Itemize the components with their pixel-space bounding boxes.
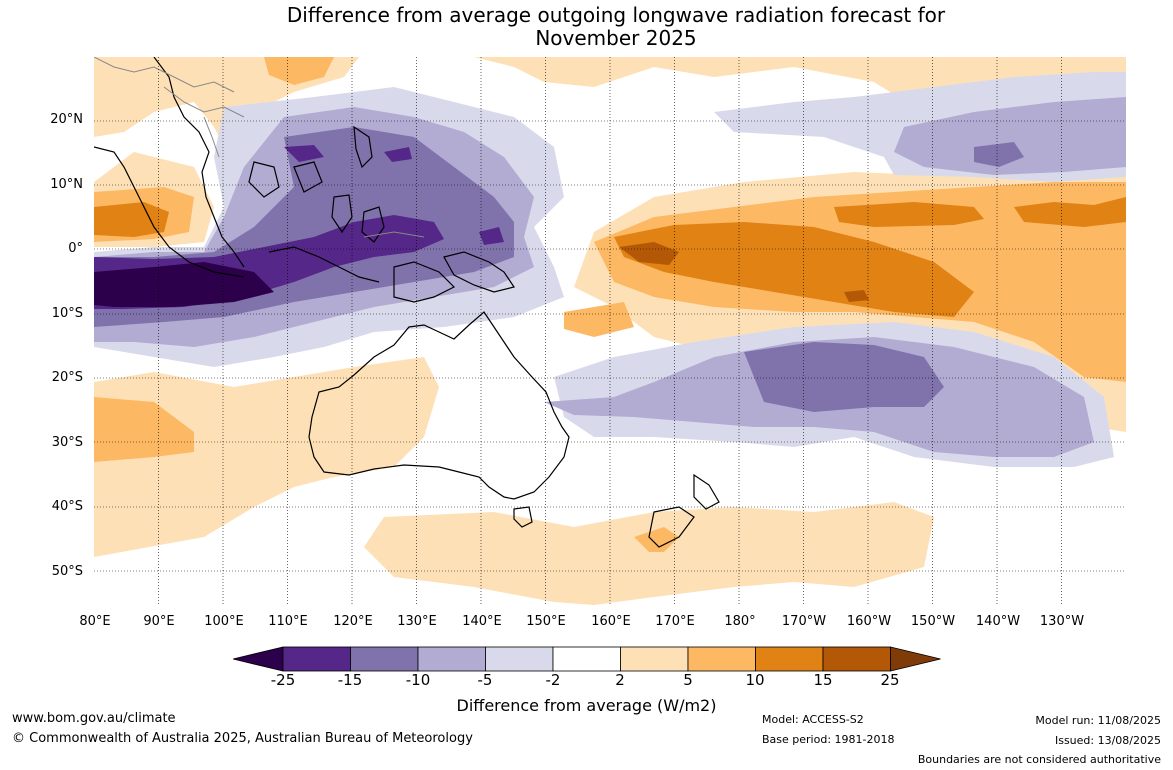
lon-label-160e: 160°E [591, 614, 631, 629]
anomaly-10-15-regions [94, 197, 1126, 317]
colorbar-segment [485, 646, 554, 672]
colorbar-tick: -25 [270, 671, 296, 689]
lon-label-160w: 160°W [846, 614, 892, 629]
lon-label-180: 180° [724, 614, 756, 629]
map-canvas [94, 57, 1126, 605]
colorbar-graphic [232, 646, 941, 672]
colorbar-tick: 25 [880, 671, 900, 689]
lon-label-110e: 110°E [268, 614, 308, 629]
boundary-disclaimer: Boundaries are not considered authoritat… [917, 753, 1161, 766]
copyright-text: © Commonwealth of Australia 2025, Austra… [12, 731, 473, 746]
country-borders [94, 57, 425, 238]
colorbar-tick: -15 [337, 671, 363, 689]
lat-label-50s: 50°S [51, 564, 83, 579]
colorbar-extend-high [890, 646, 941, 672]
colorbar-segment [552, 646, 621, 672]
colorbar [232, 645, 943, 677]
title-line-2: November 2025 [535, 26, 697, 50]
colorbar-segment [620, 646, 689, 672]
colorbar-extend-low [232, 646, 284, 672]
colorbar-segment [687, 646, 756, 672]
colorbar-segment [350, 646, 419, 672]
colorbar-label: Difference from average (W/m2) [456, 696, 717, 715]
lon-label-130e: 130°E [397, 614, 437, 629]
lat-label-30s: 30°S [51, 435, 83, 450]
model-run: Model run: 11/08/2025 [1035, 714, 1161, 727]
title-line-1: Difference from average outgoing longwav… [286, 3, 946, 27]
colorbar-segment [417, 646, 486, 672]
website-link[interactable]: www.bom.gov.au/climate [12, 711, 176, 726]
lon-label-140w: 140°W [975, 614, 1021, 629]
lat-label-10n: 10°N [50, 177, 83, 192]
lat-label-40s: 40°S [51, 499, 83, 514]
lat-label-20n: 20°N [50, 112, 83, 127]
anomaly-below-neg25-regions [94, 262, 274, 307]
colorbar-tick: -10 [405, 671, 431, 689]
lon-label-140e: 140°E [462, 614, 502, 629]
lon-label-170e: 170°E [655, 614, 695, 629]
colorbar-segment [282, 646, 351, 672]
anomaly-map [94, 57, 1126, 605]
model-name: Model: ACCESS-S2 [762, 713, 864, 726]
lat-label-0: 0° [68, 241, 83, 256]
lon-label-170w: 170°W [781, 614, 827, 629]
base-period: Base period: 1981-2018 [762, 733, 895, 746]
lat-label-10s: 10°S [51, 306, 83, 321]
lat-label-20s: 20°S [51, 370, 83, 385]
colorbar-tick: 15 [813, 671, 833, 689]
graticule [94, 57, 1126, 605]
lon-label-80e: 80°E [79, 614, 111, 629]
anomaly-15-25-regions [619, 242, 869, 302]
colorbar-tick: -2 [545, 671, 561, 689]
lon-label-130w: 130°W [1039, 614, 1085, 629]
coastlines [94, 57, 720, 548]
issued-date: Issued: 13/08/2025 [1054, 734, 1161, 747]
lon-label-150w: 150°W [910, 614, 956, 629]
lon-label-120e: 120°E [333, 614, 373, 629]
map-title: Difference from average outgoing longwav… [0, 4, 1173, 50]
colorbar-tick: 10 [745, 671, 765, 689]
lon-label-90e: 90°E [143, 614, 175, 629]
colorbar-segment [822, 646, 891, 672]
colorbar-tick: 2 [615, 671, 625, 689]
lon-label-100e: 100°E [204, 614, 244, 629]
lon-label-150e: 150°E [526, 614, 566, 629]
colorbar-tick: 5 [683, 671, 693, 689]
colorbar-tick: -5 [477, 671, 493, 689]
colorbar-segment [755, 646, 824, 672]
